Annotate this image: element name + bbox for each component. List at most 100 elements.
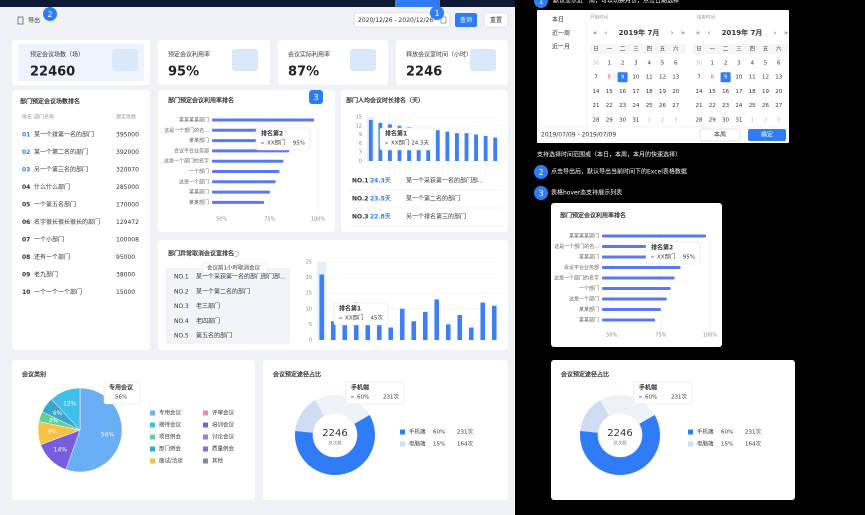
day[interactable]: 24 bbox=[632, 103, 639, 109]
export-button[interactable]: 导出 bbox=[28, 17, 40, 25]
day[interactable]: 24 bbox=[735, 103, 742, 109]
day[interactable]: 17 bbox=[632, 89, 639, 95]
day[interactable]: 12 bbox=[659, 75, 666, 81]
day[interactable]: 9 bbox=[724, 75, 728, 81]
day[interactable]: 20 bbox=[672, 89, 679, 95]
day[interactable]: 19 bbox=[762, 89, 769, 95]
day[interactable]: 25 bbox=[749, 103, 756, 109]
day[interactable]: 29 bbox=[606, 117, 613, 123]
bar bbox=[602, 308, 661, 311]
day[interactable]: 2 bbox=[764, 117, 768, 123]
shortcut[interactable]: 近一周 bbox=[552, 29, 570, 37]
day[interactable]: 19 bbox=[659, 89, 666, 95]
month-nav[interactable]: » bbox=[681, 29, 685, 37]
query-button[interactable] bbox=[455, 13, 477, 27]
day[interactable]: 27 bbox=[672, 103, 679, 109]
day[interactable]: 28 bbox=[696, 117, 703, 123]
day[interactable]: 16 bbox=[722, 89, 729, 95]
day[interactable]: 17 bbox=[735, 89, 742, 95]
legend-swatch bbox=[203, 410, 208, 416]
day[interactable]: 22 bbox=[709, 103, 716, 109]
day[interactable]: 14 bbox=[593, 89, 600, 95]
day[interactable]: 3 bbox=[737, 61, 741, 67]
day[interactable]: 4 bbox=[750, 61, 754, 67]
day[interactable]: 2 bbox=[661, 117, 665, 123]
day[interactable]: 12 bbox=[762, 75, 769, 81]
day[interactable]: 29 bbox=[709, 117, 716, 123]
day[interactable]: 30 bbox=[722, 117, 729, 123]
day[interactable]: 9 bbox=[621, 75, 625, 81]
badge bbox=[534, 0, 548, 8]
weekday: 三 bbox=[633, 46, 639, 53]
day[interactable]: 13 bbox=[672, 75, 679, 81]
day[interactable]: 6 bbox=[777, 61, 781, 67]
day[interactable]: 6 bbox=[674, 61, 678, 67]
day[interactable]: 26 bbox=[762, 103, 769, 109]
day[interactable]: 16 bbox=[619, 89, 626, 95]
day[interactable]: 11 bbox=[749, 75, 756, 81]
day[interactable]: 21 bbox=[593, 103, 600, 109]
month-nav[interactable]: « bbox=[593, 29, 597, 37]
day[interactable]: 23 bbox=[722, 103, 729, 109]
table-header: 部门名称 bbox=[34, 114, 54, 121]
day[interactable]: 15 bbox=[606, 89, 613, 95]
day[interactable]: 28 bbox=[593, 117, 600, 123]
tooltip-name: 60% bbox=[645, 395, 657, 401]
day[interactable]: 4 bbox=[647, 61, 651, 67]
day[interactable]: 7 bbox=[594, 75, 598, 81]
month-nav[interactable]: » bbox=[784, 29, 788, 37]
day[interactable]: 1 bbox=[608, 61, 612, 67]
date-input[interactable] bbox=[353, 12, 451, 28]
day[interactable]: 18 bbox=[749, 89, 756, 95]
day[interactable]: 7 bbox=[697, 75, 701, 81]
day[interactable]: 1 bbox=[750, 117, 754, 123]
day[interactable]: 27 bbox=[775, 103, 782, 109]
day[interactable]: 18 bbox=[646, 89, 653, 95]
day[interactable]: 3 bbox=[777, 117, 781, 123]
day[interactable]: 31 bbox=[632, 117, 639, 123]
day[interactable]: 30 bbox=[593, 61, 600, 67]
day[interactable]: 30 bbox=[619, 117, 626, 123]
shortcut[interactable]: 本日 bbox=[552, 16, 564, 24]
legend-swatch bbox=[203, 458, 208, 464]
day[interactable]: 10 bbox=[632, 75, 639, 81]
day[interactable]: 14 bbox=[696, 89, 703, 95]
month-nav[interactable]: › bbox=[774, 29, 777, 37]
button[interactable] bbox=[748, 129, 786, 141]
month-nav[interactable]: › bbox=[671, 29, 674, 37]
reset-button[interactable] bbox=[483, 12, 509, 28]
legend-swatch bbox=[150, 410, 155, 416]
day[interactable]: 13 bbox=[775, 75, 782, 81]
shortcut[interactable]: 近一月 bbox=[552, 43, 570, 51]
day[interactable]: 30 bbox=[696, 61, 703, 67]
badge-number: 1 bbox=[538, 0, 543, 6]
rank: 09 bbox=[22, 272, 30, 279]
day[interactable]: 2 bbox=[724, 61, 728, 67]
day[interactable]: 11 bbox=[646, 75, 653, 81]
legend-label: 讨论会议 bbox=[212, 433, 235, 441]
day[interactable]: 8 bbox=[711, 75, 715, 81]
day[interactable]: 26 bbox=[659, 103, 666, 109]
month-nav[interactable]: ‹ bbox=[605, 29, 608, 37]
tooltip bbox=[379, 127, 435, 151]
day[interactable]: 31 bbox=[735, 117, 742, 123]
day[interactable]: 21 bbox=[696, 103, 703, 109]
panel-title: 会议预定途径占比 bbox=[561, 371, 609, 379]
day[interactable]: 3 bbox=[634, 61, 638, 67]
button[interactable] bbox=[699, 128, 741, 142]
day[interactable]: 1 bbox=[711, 61, 715, 67]
day[interactable]: 1 bbox=[647, 117, 651, 123]
month-nav[interactable]: ‹ bbox=[708, 29, 711, 37]
day[interactable]: 20 bbox=[775, 89, 782, 95]
day[interactable]: 25 bbox=[646, 103, 653, 109]
day[interactable]: 15 bbox=[709, 89, 716, 95]
day[interactable]: 5 bbox=[764, 61, 768, 67]
day[interactable]: 8 bbox=[608, 75, 612, 81]
month-nav[interactable]: « bbox=[696, 29, 700, 37]
day[interactable]: 2 bbox=[621, 61, 625, 67]
day[interactable]: 10 bbox=[735, 75, 742, 81]
day[interactable]: 22 bbox=[606, 103, 613, 109]
day[interactable]: 5 bbox=[661, 61, 665, 67]
day[interactable]: 23 bbox=[619, 103, 626, 109]
day[interactable]: 3 bbox=[674, 117, 678, 123]
